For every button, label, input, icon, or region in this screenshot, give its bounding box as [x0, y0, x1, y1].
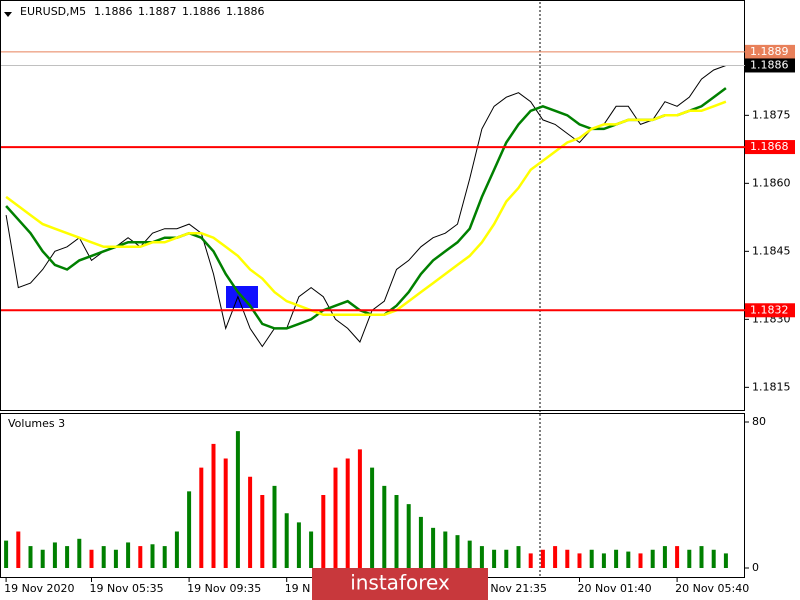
volume-bar	[284, 513, 289, 568]
volume-bar	[235, 431, 240, 568]
current-price-label: 1.1886	[750, 58, 789, 71]
volume-bar	[455, 535, 460, 568]
volume-bar	[272, 485, 277, 568]
volume-bar	[211, 443, 216, 568]
y-tick-label: 80	[752, 415, 766, 428]
volume-bar	[248, 476, 253, 568]
current-price-tag	[745, 58, 795, 73]
volume-bar	[675, 546, 680, 568]
volume-bar	[65, 546, 70, 568]
volume-bar	[199, 467, 204, 568]
volume-bar	[223, 458, 228, 568]
volume-bar	[370, 467, 375, 568]
price-line	[5, 65, 727, 348]
price-line	[5, 100, 727, 317]
price-line	[5, 87, 727, 330]
volume-bar	[138, 546, 143, 568]
volume-bar	[516, 546, 521, 568]
volume-bar	[16, 531, 21, 568]
ohlc-value: 1.1886	[226, 5, 265, 18]
x-tick-label: 19 Nov 05:35	[90, 582, 164, 595]
volume-bar	[553, 546, 558, 568]
level-label: 1.1868	[750, 140, 789, 153]
volume-bar	[345, 458, 350, 568]
volume-bar	[711, 549, 716, 568]
volume-bar	[565, 549, 570, 568]
volume-bar	[333, 467, 338, 568]
volume-bar	[113, 549, 118, 568]
level-tag	[745, 44, 795, 59]
x-tick-label: 9 Nov 21:35	[480, 582, 547, 595]
x-tick-label: 20 Nov 05:40	[675, 582, 749, 595]
volume-bar	[443, 531, 448, 568]
volume-bar	[638, 553, 643, 568]
volume-bar	[260, 495, 265, 568]
volume-bar	[150, 544, 155, 568]
y-tick-label: 0	[752, 561, 759, 574]
price-panel	[0, 0, 745, 411]
volume-bar	[382, 485, 387, 568]
volume-bar	[321, 495, 326, 568]
volume-bar	[40, 549, 45, 568]
volume-bar	[601, 553, 606, 568]
ohlc-value: 1.1886	[94, 5, 133, 18]
volume-bar	[296, 522, 301, 568]
level-tag	[745, 140, 795, 155]
watermark: instaforex	[350, 571, 450, 595]
symbol-arrow	[4, 12, 12, 17]
ohlc-value: 1.1887	[138, 5, 177, 18]
volume-bar	[418, 516, 423, 568]
volume-bar	[662, 546, 667, 568]
level-tag	[745, 303, 795, 318]
ohlc-value: 1.1886	[182, 5, 221, 18]
volume-bar	[492, 549, 497, 568]
x-tick-label: 20 Nov 01:40	[578, 582, 652, 595]
x-tick-label: 19 Nov 2020	[4, 582, 74, 595]
volume-bar	[479, 546, 484, 568]
volume-bar	[699, 546, 704, 568]
volume-bar	[394, 495, 399, 568]
volume-bar	[406, 504, 411, 568]
volume-bar	[101, 546, 106, 568]
volume-bar	[28, 546, 33, 568]
volume-bar	[626, 551, 631, 568]
x-tick-label: 19 N	[285, 582, 311, 595]
volume-bar	[650, 549, 655, 568]
volume-bar	[467, 540, 472, 568]
symbol-title: EURUSD,M5	[20, 5, 86, 18]
level-label: 1.1889	[750, 45, 789, 58]
volume-bar	[528, 553, 533, 568]
level-label: 1.1832	[750, 303, 789, 316]
volume-bar	[126, 542, 131, 568]
volume-bar	[504, 549, 509, 568]
volume-bar	[723, 553, 728, 568]
volume-bar	[431, 527, 436, 568]
volume-bar	[687, 549, 692, 568]
volume-bar	[309, 531, 314, 568]
volume-bar	[52, 542, 57, 568]
volume-bar	[577, 553, 582, 568]
volume-bar	[89, 549, 94, 568]
volume-bar	[174, 531, 179, 568]
y-tick-label: 1.1815	[752, 380, 791, 393]
volume-bar	[162, 546, 167, 568]
watermark-box	[312, 568, 488, 600]
y-tick-label: 1.1860	[752, 176, 791, 189]
volume-bar	[187, 491, 192, 568]
volume-bar	[357, 449, 362, 568]
y-tick-label: 1.1875	[752, 108, 791, 121]
volume-bar	[77, 538, 82, 568]
volume-title: Volumes 3	[8, 417, 65, 430]
volume-bar	[4, 540, 9, 568]
volume-bar	[540, 549, 545, 568]
y-tick-label: 1.1845	[752, 244, 791, 257]
volume-bar	[614, 549, 619, 568]
x-tick-label: 19 Nov 09:35	[187, 582, 261, 595]
volume-bar	[589, 549, 594, 568]
